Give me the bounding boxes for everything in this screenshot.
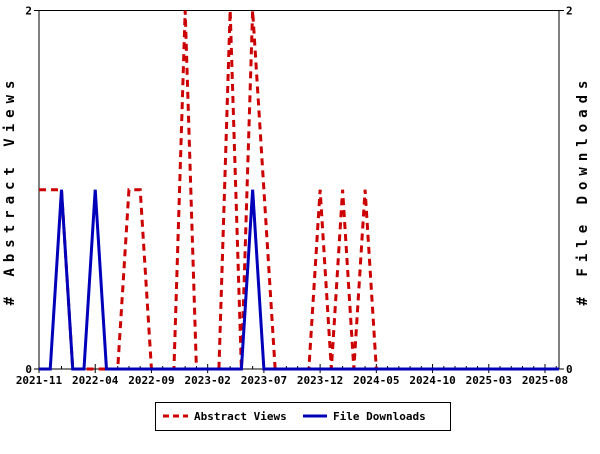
- x-tick-label: 2024-05: [353, 374, 399, 387]
- series-lines: [39, 10, 559, 371]
- y-tick-label-right: 2: [566, 5, 573, 18]
- x-tick-label: 2022-09: [128, 374, 174, 387]
- x-tick-label: 2021-11: [16, 374, 63, 387]
- x-tick-label: 2022-04: [72, 374, 119, 387]
- legend-label-file-downloads: File Downloads: [333, 410, 426, 423]
- x-tick-label: 2024-10: [409, 374, 455, 387]
- x-tick-label: 2025-03: [466, 374, 512, 387]
- x-axis-ticks: 2021-11 2022-04 2022-09 2023-02 2023-07 2023-…: [16, 364, 568, 387]
- x-tick-label: 2025-08: [522, 374, 568, 387]
- y-tick-label-right: 0: [566, 363, 573, 376]
- plot-border: [38, 10, 560, 370]
- x-tick-label: 2023-07: [241, 374, 287, 387]
- y-axis-ticks: 0 0 2 2: [25, 5, 572, 377]
- x-tick-label: 2023-02: [184, 374, 230, 387]
- y-axis-label-right: # File Downloads: [575, 75, 591, 306]
- y-tick-label-left: 0: [25, 363, 32, 376]
- legend: Abstract Views File Downloads: [155, 402, 451, 431]
- x-tick-label: 2023-12: [297, 374, 343, 387]
- series-line-file-downloads: [39, 189, 559, 371]
- legend-label-abstract-views: Abstract Views: [194, 410, 287, 423]
- y-axis-label-left: # Abstract Views: [2, 75, 18, 306]
- series-line-abstract-views: [39, 10, 559, 371]
- legend-box: [155, 402, 451, 431]
- y-tick-label-left: 2: [25, 5, 32, 18]
